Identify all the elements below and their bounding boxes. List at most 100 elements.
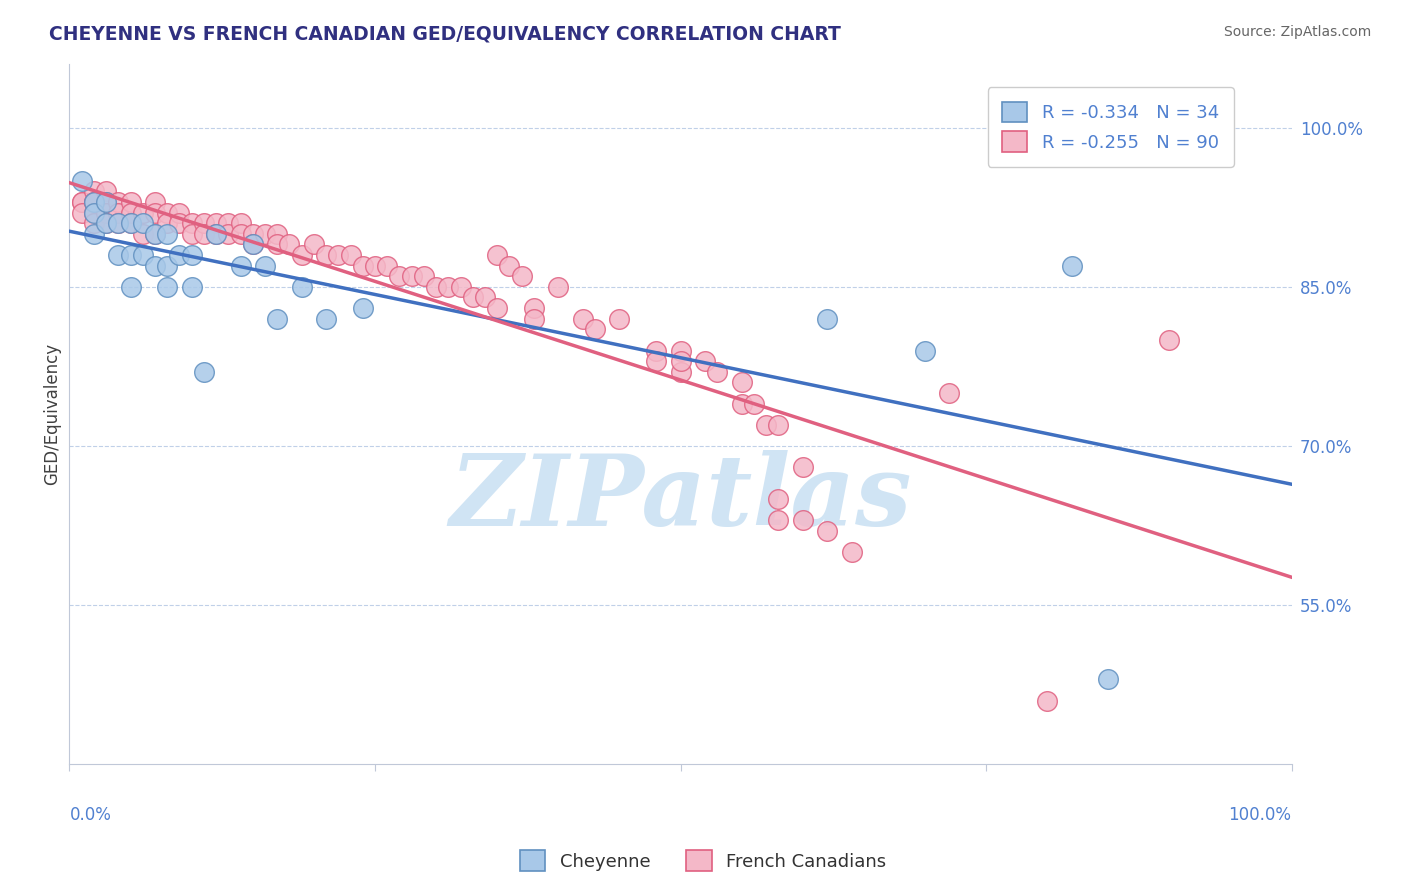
Text: 100.0%: 100.0% [1229, 806, 1292, 824]
Point [143, 227, 166, 241]
Point [1036, 693, 1059, 707]
Point [107, 248, 129, 262]
Point [242, 227, 264, 241]
Point [156, 227, 179, 241]
Point [180, 280, 202, 294]
Point [132, 227, 155, 241]
Point [180, 248, 202, 262]
Point [229, 227, 252, 241]
Point [547, 280, 569, 294]
Legend: Cheyenne, French Canadians: Cheyenne, French Canadians [513, 843, 893, 879]
Point [510, 269, 533, 284]
Point [107, 216, 129, 230]
Point [768, 417, 790, 432]
Point [742, 396, 765, 410]
Point [266, 227, 288, 241]
Point [486, 248, 509, 262]
Legend: R = -0.334   N = 34, R = -0.255   N = 90: R = -0.334 N = 34, R = -0.255 N = 90 [988, 87, 1233, 167]
Point [193, 227, 215, 241]
Point [169, 205, 191, 219]
Point [143, 259, 166, 273]
Point [523, 311, 546, 326]
Point [120, 216, 142, 230]
Point [291, 248, 314, 262]
Point [486, 301, 509, 315]
Point [768, 513, 790, 527]
Point [669, 343, 692, 358]
Point [938, 386, 960, 401]
Point [70, 205, 93, 219]
Point [156, 280, 179, 294]
Point [730, 376, 752, 390]
Point [792, 460, 814, 475]
Point [83, 205, 105, 219]
Point [107, 216, 129, 230]
Text: Source: ZipAtlas.com: Source: ZipAtlas.com [1223, 25, 1371, 39]
Text: 0.0%: 0.0% [69, 806, 111, 824]
Point [107, 194, 129, 209]
Point [450, 280, 472, 294]
Point [83, 194, 105, 209]
Point [229, 259, 252, 273]
Point [266, 237, 288, 252]
Point [364, 259, 387, 273]
Point [328, 248, 350, 262]
Point [193, 216, 215, 230]
Point [169, 248, 191, 262]
Point [609, 311, 631, 326]
Point [83, 194, 105, 209]
Point [352, 259, 374, 273]
Point [815, 311, 838, 326]
Point [120, 280, 142, 294]
Point [132, 216, 155, 230]
Y-axis label: GED/Equivalency: GED/Equivalency [44, 343, 60, 485]
Point [205, 227, 228, 241]
Point [180, 216, 202, 230]
Point [83, 194, 105, 209]
Point [217, 216, 239, 230]
Point [229, 216, 252, 230]
Point [193, 365, 215, 379]
Point [143, 205, 166, 219]
Point [156, 205, 179, 219]
Point [94, 185, 117, 199]
Point [339, 248, 361, 262]
Point [841, 545, 863, 559]
Point [94, 205, 117, 219]
Point [83, 227, 105, 241]
Point [205, 216, 228, 230]
Point [388, 269, 411, 284]
Point [792, 513, 814, 527]
Point [474, 290, 496, 304]
Point [94, 194, 117, 209]
Point [132, 248, 155, 262]
Point [401, 269, 423, 284]
Point [1097, 673, 1119, 687]
Point [498, 259, 520, 273]
Point [815, 524, 838, 538]
Point [169, 216, 191, 230]
Text: CHEYENNE VS FRENCH CANADIAN GED/EQUIVALENCY CORRELATION CHART: CHEYENNE VS FRENCH CANADIAN GED/EQUIVALE… [49, 25, 841, 44]
Point [83, 216, 105, 230]
Point [156, 259, 179, 273]
Point [83, 205, 105, 219]
Point [94, 216, 117, 230]
Point [94, 194, 117, 209]
Point [266, 311, 288, 326]
Point [352, 301, 374, 315]
Point [669, 365, 692, 379]
Point [583, 322, 606, 336]
Point [242, 237, 264, 252]
Point [242, 237, 264, 252]
Point [669, 354, 692, 368]
Point [437, 280, 460, 294]
Point [120, 216, 142, 230]
Point [375, 259, 398, 273]
Point [706, 365, 728, 379]
Point [217, 227, 239, 241]
Point [278, 237, 301, 252]
Point [143, 227, 166, 241]
Point [315, 248, 337, 262]
Point [730, 396, 752, 410]
Point [302, 237, 325, 252]
